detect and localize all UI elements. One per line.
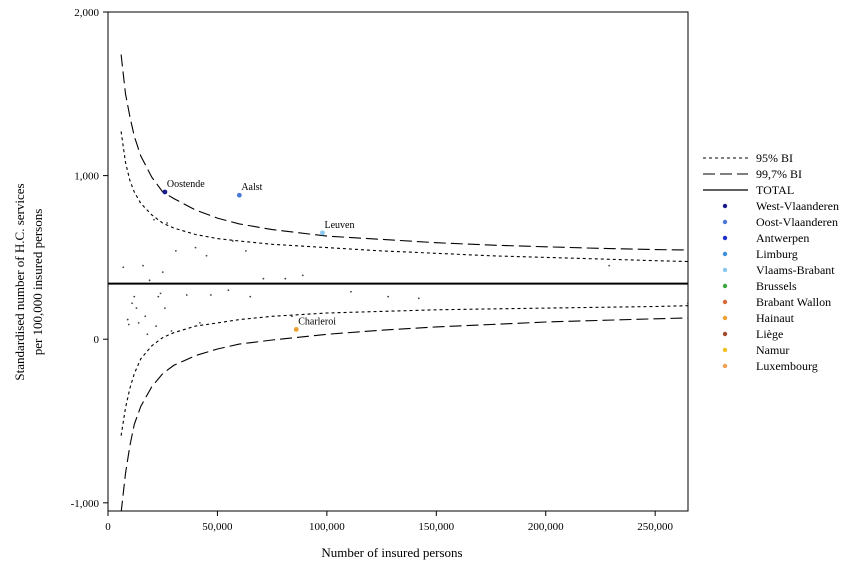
y-axis-title-line2: per 100,000 insured persons (30, 209, 45, 356)
y-tick-label: 0 (94, 334, 100, 346)
legend-marker (722, 203, 728, 209)
legend-item-label: Vlaams-Brabant (756, 263, 835, 277)
scatter-point-other (126, 318, 129, 321)
scatter-point-other (185, 294, 188, 296)
scatter-point-other (131, 302, 133, 305)
x-tick-label: 150,000 (418, 521, 454, 533)
point-annotation: Oostende (167, 179, 205, 190)
scatter-point (320, 230, 325, 236)
legend-total-label: TOTAL (756, 183, 794, 197)
scatter-point-other (290, 315, 293, 318)
scatter-point-other (350, 290, 352, 293)
scatter-point-other (133, 295, 136, 298)
legend-marker (722, 251, 728, 257)
ci95-upper-line (120, 131, 688, 263)
scatter-point-other (199, 321, 201, 324)
scatter-point-other (227, 289, 230, 292)
axes: 0 50,000 100,000 150,000 200,000 250,000 -1,00… (71, 7, 689, 533)
legend-marker (722, 235, 728, 241)
legend-item-label: Brussels (756, 279, 797, 293)
legend-marker (722, 315, 728, 321)
legend-marker (722, 283, 728, 289)
legend-item-label: West-Vlaanderen (756, 199, 839, 213)
plot-frame (107, 11, 689, 512)
scatter-point-other (122, 266, 125, 269)
scatter-point-other (137, 321, 140, 324)
scatter-point-other (148, 279, 151, 282)
scatter-point-other (417, 297, 420, 300)
legend: 95% BI 99,7% BI TOTAL West-Vlaanderen Oost-V… (703, 151, 839, 373)
scatter-point-other (284, 277, 287, 280)
legend-marker (722, 331, 728, 337)
legend-item-label: Brabant Wallon (756, 295, 831, 309)
scatter-point-other (161, 271, 164, 274)
scatter-point-other (262, 277, 265, 280)
ci997-lower-line (120, 317, 688, 511)
legend-ci95-label: 95% BI (756, 151, 793, 165)
legend-marker (722, 267, 728, 273)
scatter-point-other (174, 249, 177, 252)
ci95-lower-line (120, 305, 688, 436)
scatter-point-other (153, 218, 155, 221)
scatter-point-other (244, 249, 247, 252)
legend-item-label: Liège (756, 327, 783, 341)
scatter-point-other (209, 294, 212, 296)
x-tick-label: 0 (105, 521, 111, 533)
scatter-point-other (164, 307, 166, 310)
legend-item-label: Luxembourg (756, 359, 818, 373)
legend-item-label: Antwerpen (756, 231, 809, 245)
x-tick-label: 50,000 (202, 521, 233, 533)
ci997-upper-line (120, 54, 688, 251)
scatter-point-other (157, 295, 160, 298)
scatter-point-other (170, 330, 173, 332)
scatter-point-other (608, 264, 611, 267)
scatter-point-other (155, 325, 158, 328)
scatter-point-other (142, 264, 144, 267)
scatter-point-other (166, 222, 168, 224)
scatter-point (293, 326, 299, 332)
scatter-point-other (127, 323, 130, 326)
plot-area: Oostende Aalst Leuven Charleroi (108, 54, 688, 511)
point-annotation: Charleroi (298, 316, 336, 327)
y-tick-label: 2,000 (74, 7, 99, 19)
y-axis-title-line1: Standardised number of H.C. services (12, 183, 27, 380)
y-tick-label: -1,000 (71, 498, 100, 510)
scatter-point-other (146, 333, 149, 336)
plot-content: Oostende Aalst Leuven Charleroi (108, 54, 688, 511)
x-tick-label: 200,000 (528, 521, 564, 533)
legend-marker (722, 363, 728, 369)
scatter-point-other (387, 295, 390, 298)
scatter-point-other (135, 307, 138, 310)
x-tick-label: 100,000 (309, 521, 345, 533)
point-annotation: Leuven (324, 220, 354, 231)
legend-marker (722, 347, 728, 353)
point-annotation: Aalst (241, 182, 262, 193)
y-tick-label: 1,000 (74, 171, 99, 183)
legend-item-label: Limburg (756, 247, 798, 261)
legend-item-label: Namur (756, 343, 789, 357)
legend-item-label: Oost-Vlaanderen (756, 215, 838, 229)
scatter-point-other (301, 274, 304, 277)
scatter-point-other (144, 315, 147, 318)
legend-marker (722, 299, 728, 305)
x-tick-label: 250,000 (637, 521, 673, 533)
scatter-point (162, 189, 168, 195)
scatter-point-other (194, 246, 197, 249)
scatter-point-other (231, 240, 234, 242)
legend-item-label: Hainaut (756, 311, 795, 325)
x-axis-title: Number of insured persons (321, 545, 462, 560)
scatter-point-other (159, 292, 162, 295)
scatter-point-other (205, 254, 208, 257)
scatter-point-other (249, 295, 252, 298)
legend-marker (722, 219, 728, 225)
legend-ci997-label: 99,7% BI (756, 167, 802, 181)
scatter-point (236, 192, 242, 198)
